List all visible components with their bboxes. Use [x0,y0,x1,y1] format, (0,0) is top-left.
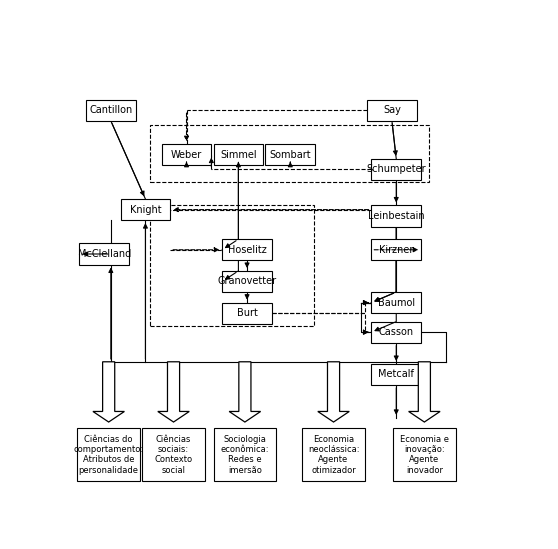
Text: Economia
neoclássica:
Agente
otimizador: Economia neoclássica: Agente otimizador [308,435,359,475]
Text: Ciências
sociais:
Contexto
social: Ciências sociais: Contexto social [155,435,193,475]
FancyBboxPatch shape [266,144,315,165]
Text: Burt: Burt [237,308,257,318]
Text: Granovetter: Granovetter [218,277,277,287]
FancyBboxPatch shape [78,428,140,481]
Text: Cantillon: Cantillon [89,105,132,115]
Polygon shape [229,362,261,422]
FancyBboxPatch shape [162,144,211,165]
Text: Schumpeter: Schumpeter [367,165,426,175]
FancyBboxPatch shape [302,428,365,481]
FancyBboxPatch shape [222,271,272,292]
Text: Knight: Knight [129,205,161,215]
Text: Metcalf: Metcalf [378,369,414,379]
Text: Weber: Weber [171,150,202,160]
FancyBboxPatch shape [142,428,205,481]
FancyBboxPatch shape [372,239,421,260]
Text: Sociologia
econômica:
Redes e
imersão: Sociologia econômica: Redes e imersão [220,435,269,475]
Text: Leinbestain: Leinbestain [368,211,425,221]
FancyBboxPatch shape [372,159,421,180]
Text: Economia e
inovação:
Agente
inovador: Economia e inovação: Agente inovador [400,435,449,475]
FancyBboxPatch shape [222,302,272,324]
Polygon shape [93,362,124,422]
FancyBboxPatch shape [79,243,129,265]
FancyBboxPatch shape [86,100,136,121]
Text: Hoselitz: Hoselitz [228,245,266,255]
FancyBboxPatch shape [372,322,421,343]
Polygon shape [158,362,189,422]
FancyBboxPatch shape [214,428,276,481]
Text: Ciências do
comportamento:
Atributos de
personalidade: Ciências do comportamento: Atributos de … [74,435,144,475]
FancyBboxPatch shape [222,239,272,260]
FancyBboxPatch shape [372,292,421,313]
FancyBboxPatch shape [121,199,170,220]
Text: Sombart: Sombart [270,150,311,160]
Text: Simmel: Simmel [220,150,257,160]
FancyBboxPatch shape [214,144,263,165]
Text: McClelland: McClelland [78,249,131,259]
Text: Kirzner: Kirzner [379,245,413,255]
FancyBboxPatch shape [393,428,456,481]
FancyBboxPatch shape [372,205,421,227]
Text: Baumol: Baumol [378,298,415,307]
Polygon shape [408,362,440,422]
FancyBboxPatch shape [367,100,417,121]
Polygon shape [318,362,349,422]
FancyBboxPatch shape [372,364,421,385]
Text: Say: Say [383,105,401,115]
Text: Casson: Casson [379,327,414,337]
